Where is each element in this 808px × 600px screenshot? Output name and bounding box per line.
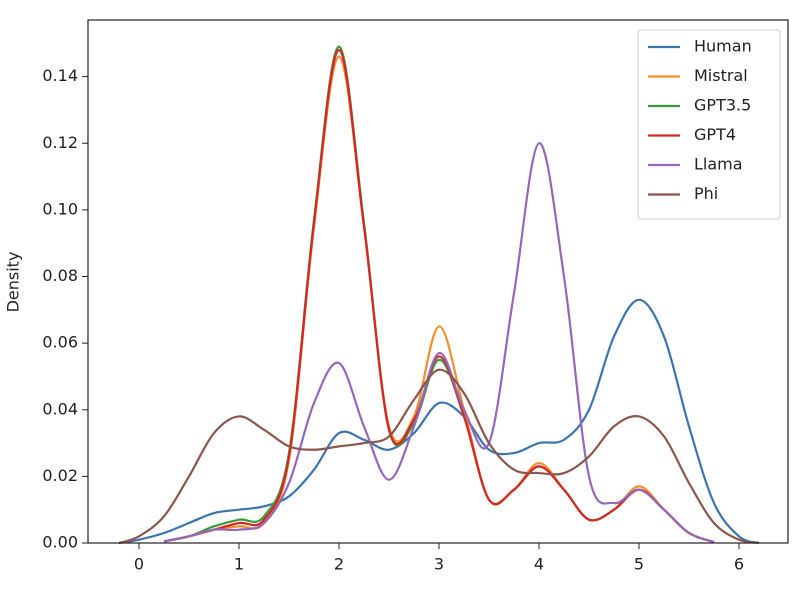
series-line (163, 48, 715, 544)
y-tick-label: 0.06 (42, 333, 78, 352)
legend-label: Llama (694, 155, 743, 174)
y-axis-label: Density (4, 252, 23, 313)
legend-label: GPT4 (694, 125, 736, 144)
series-line (118, 298, 760, 545)
x-tick-label: 5 (634, 555, 644, 574)
series-line (163, 45, 715, 544)
x-tick-label: 3 (434, 555, 444, 574)
x-tick-label: 1 (234, 555, 244, 574)
x-tick-label: 0 (134, 555, 144, 574)
series-line (163, 142, 715, 544)
x-tick-label: 4 (534, 555, 544, 574)
plot-frame (87, 19, 789, 544)
y-tick-label: 0.04 (42, 399, 78, 418)
y-tick-label: 0.12 (42, 133, 78, 152)
y-tick-label: 0.10 (42, 199, 78, 218)
y-tick-label: 0.00 (42, 533, 78, 552)
y-tick-label: 0.02 (42, 466, 78, 485)
legend-label: Mistral (694, 66, 748, 85)
legend-label: Phi (694, 184, 718, 203)
y-tick-label: 0.14 (42, 66, 78, 85)
x-tick-label: 6 (734, 555, 744, 574)
x-tick-label: 2 (334, 555, 344, 574)
series-line (118, 368, 760, 545)
y-tick-label: 0.08 (42, 266, 78, 285)
series-line (163, 55, 715, 544)
legend-label: Human (694, 37, 752, 56)
legend-label: GPT3.5 (694, 96, 751, 115)
